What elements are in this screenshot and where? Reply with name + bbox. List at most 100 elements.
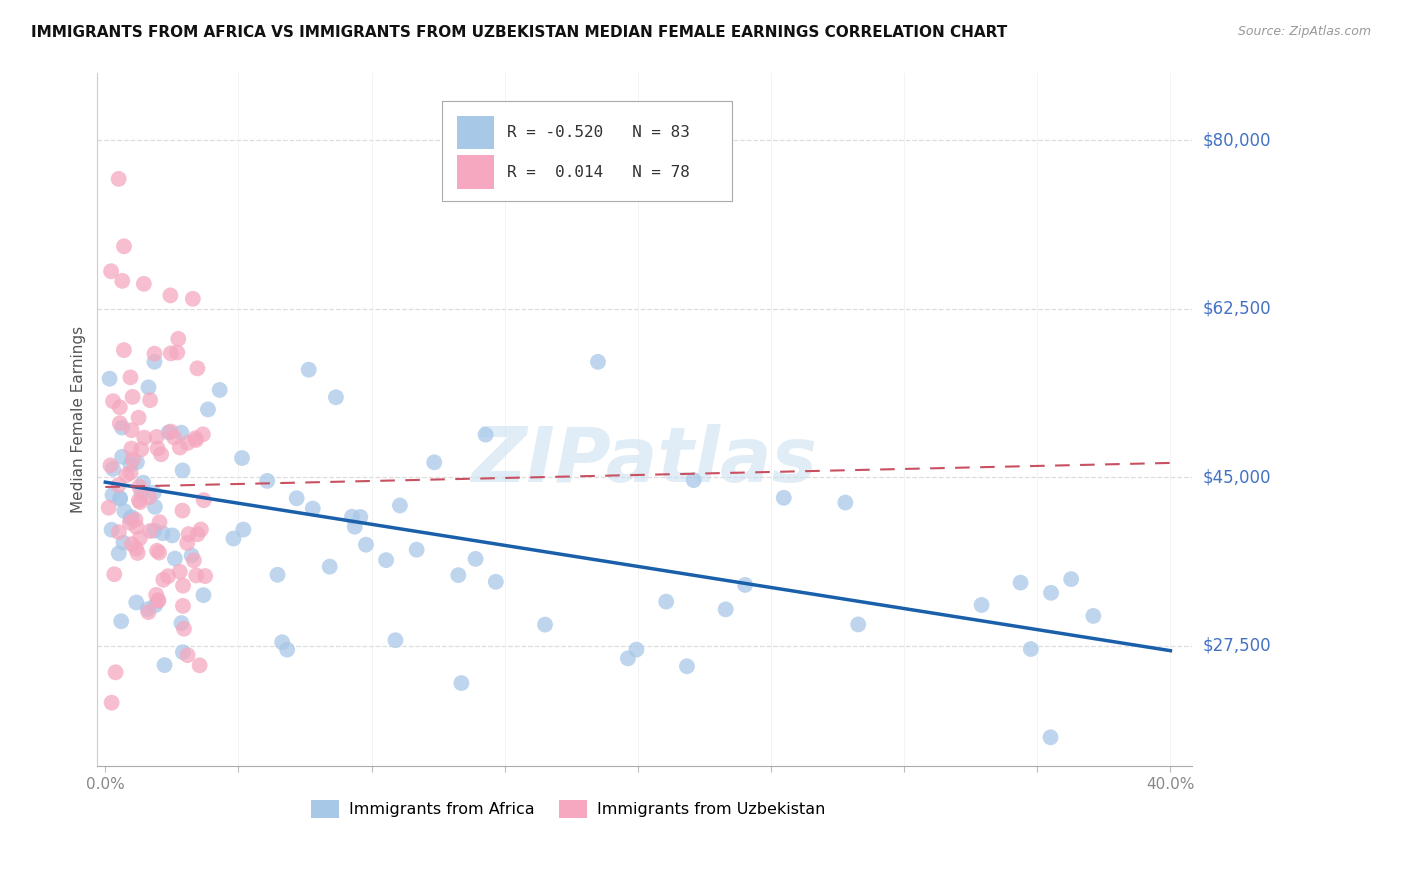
Point (124, 513, 146, 527)
Point (163, 431, 186, 445)
Text: $62,500: $62,500 (1204, 300, 1271, 318)
Point (325, 390, 347, 404)
Text: Source: ZipAtlas.com: Source: ZipAtlas.com (1237, 25, 1371, 38)
Point (125, 455, 148, 469)
Point (186, 361, 208, 376)
Point (125, 595, 148, 609)
Point (177, 527, 200, 541)
Text: IMMIGRANTS FROM AFRICA VS IMMIGRANTS FROM UZBEKISTAN MEDIAN FEMALE EARNINGS CORR: IMMIGRANTS FROM AFRICA VS IMMIGRANTS FRO… (31, 25, 1007, 40)
Point (534, 617, 557, 632)
Point (146, 442, 169, 456)
Text: R = -0.520   N = 83: R = -0.520 N = 83 (506, 125, 689, 140)
Point (285, 491, 308, 506)
Point (118, 516, 141, 530)
Point (167, 332, 190, 346)
Point (169, 565, 191, 579)
Point (146, 543, 169, 558)
Point (318, 559, 340, 574)
Text: $27,500: $27,500 (1204, 637, 1271, 655)
Point (143, 500, 166, 514)
Point (970, 598, 993, 612)
Point (173, 622, 195, 636)
Point (112, 535, 135, 549)
Point (143, 524, 166, 538)
Point (111, 274, 134, 288)
Point (121, 452, 143, 467)
Point (138, 380, 160, 394)
Point (143, 598, 166, 612)
Y-axis label: Median Female Earnings: Median Female Earnings (72, 326, 86, 513)
Point (184, 431, 207, 445)
Point (104, 665, 127, 680)
Text: ZIPatlas: ZIPatlas (471, 425, 817, 499)
Point (169, 441, 191, 455)
Point (107, 546, 129, 560)
Point (146, 593, 169, 607)
Point (188, 658, 211, 673)
Point (112, 343, 135, 357)
Point (183, 553, 205, 567)
Point (834, 495, 856, 509)
Point (170, 425, 193, 440)
Point (125, 541, 148, 556)
Point (108, 416, 131, 430)
Point (129, 495, 152, 509)
Point (115, 468, 138, 483)
Point (139, 524, 162, 538)
Point (121, 423, 143, 437)
Point (112, 504, 135, 518)
Point (121, 390, 143, 404)
Point (120, 370, 142, 384)
Point (266, 567, 288, 582)
Point (1039, 731, 1062, 745)
Point (343, 519, 366, 533)
Point (586, 355, 609, 369)
Point (170, 616, 193, 631)
Point (120, 511, 142, 525)
Point (107, 172, 129, 186)
Point (128, 531, 150, 545)
Point (301, 501, 323, 516)
Point (163, 551, 186, 566)
Point (682, 473, 704, 487)
Point (208, 383, 231, 397)
Point (405, 542, 427, 557)
Point (191, 427, 214, 442)
Point (143, 347, 166, 361)
Point (108, 491, 131, 506)
Point (162, 528, 184, 542)
Point (150, 447, 173, 461)
Point (172, 579, 194, 593)
Point (276, 642, 298, 657)
Point (132, 277, 155, 291)
Point (194, 569, 217, 583)
Bar (457, 116, 494, 149)
Point (271, 635, 294, 649)
Point (714, 602, 737, 616)
Point (125, 520, 148, 534)
Point (127, 546, 149, 560)
Point (676, 659, 699, 673)
Point (152, 526, 174, 541)
Point (120, 442, 142, 456)
Point (129, 442, 152, 457)
Point (190, 523, 212, 537)
Point (166, 345, 188, 359)
Point (176, 648, 198, 662)
Point (153, 658, 176, 673)
Point (121, 510, 143, 524)
Point (152, 573, 174, 587)
Point (138, 490, 160, 504)
Point (148, 546, 170, 560)
Point (98, 372, 121, 386)
Point (157, 425, 180, 440)
Point (138, 605, 160, 619)
Point (772, 491, 794, 505)
Bar (457, 155, 494, 189)
Point (159, 288, 181, 302)
Point (186, 527, 208, 541)
Point (107, 478, 129, 492)
Point (128, 480, 150, 494)
Point (128, 410, 150, 425)
Point (1083, 609, 1105, 624)
